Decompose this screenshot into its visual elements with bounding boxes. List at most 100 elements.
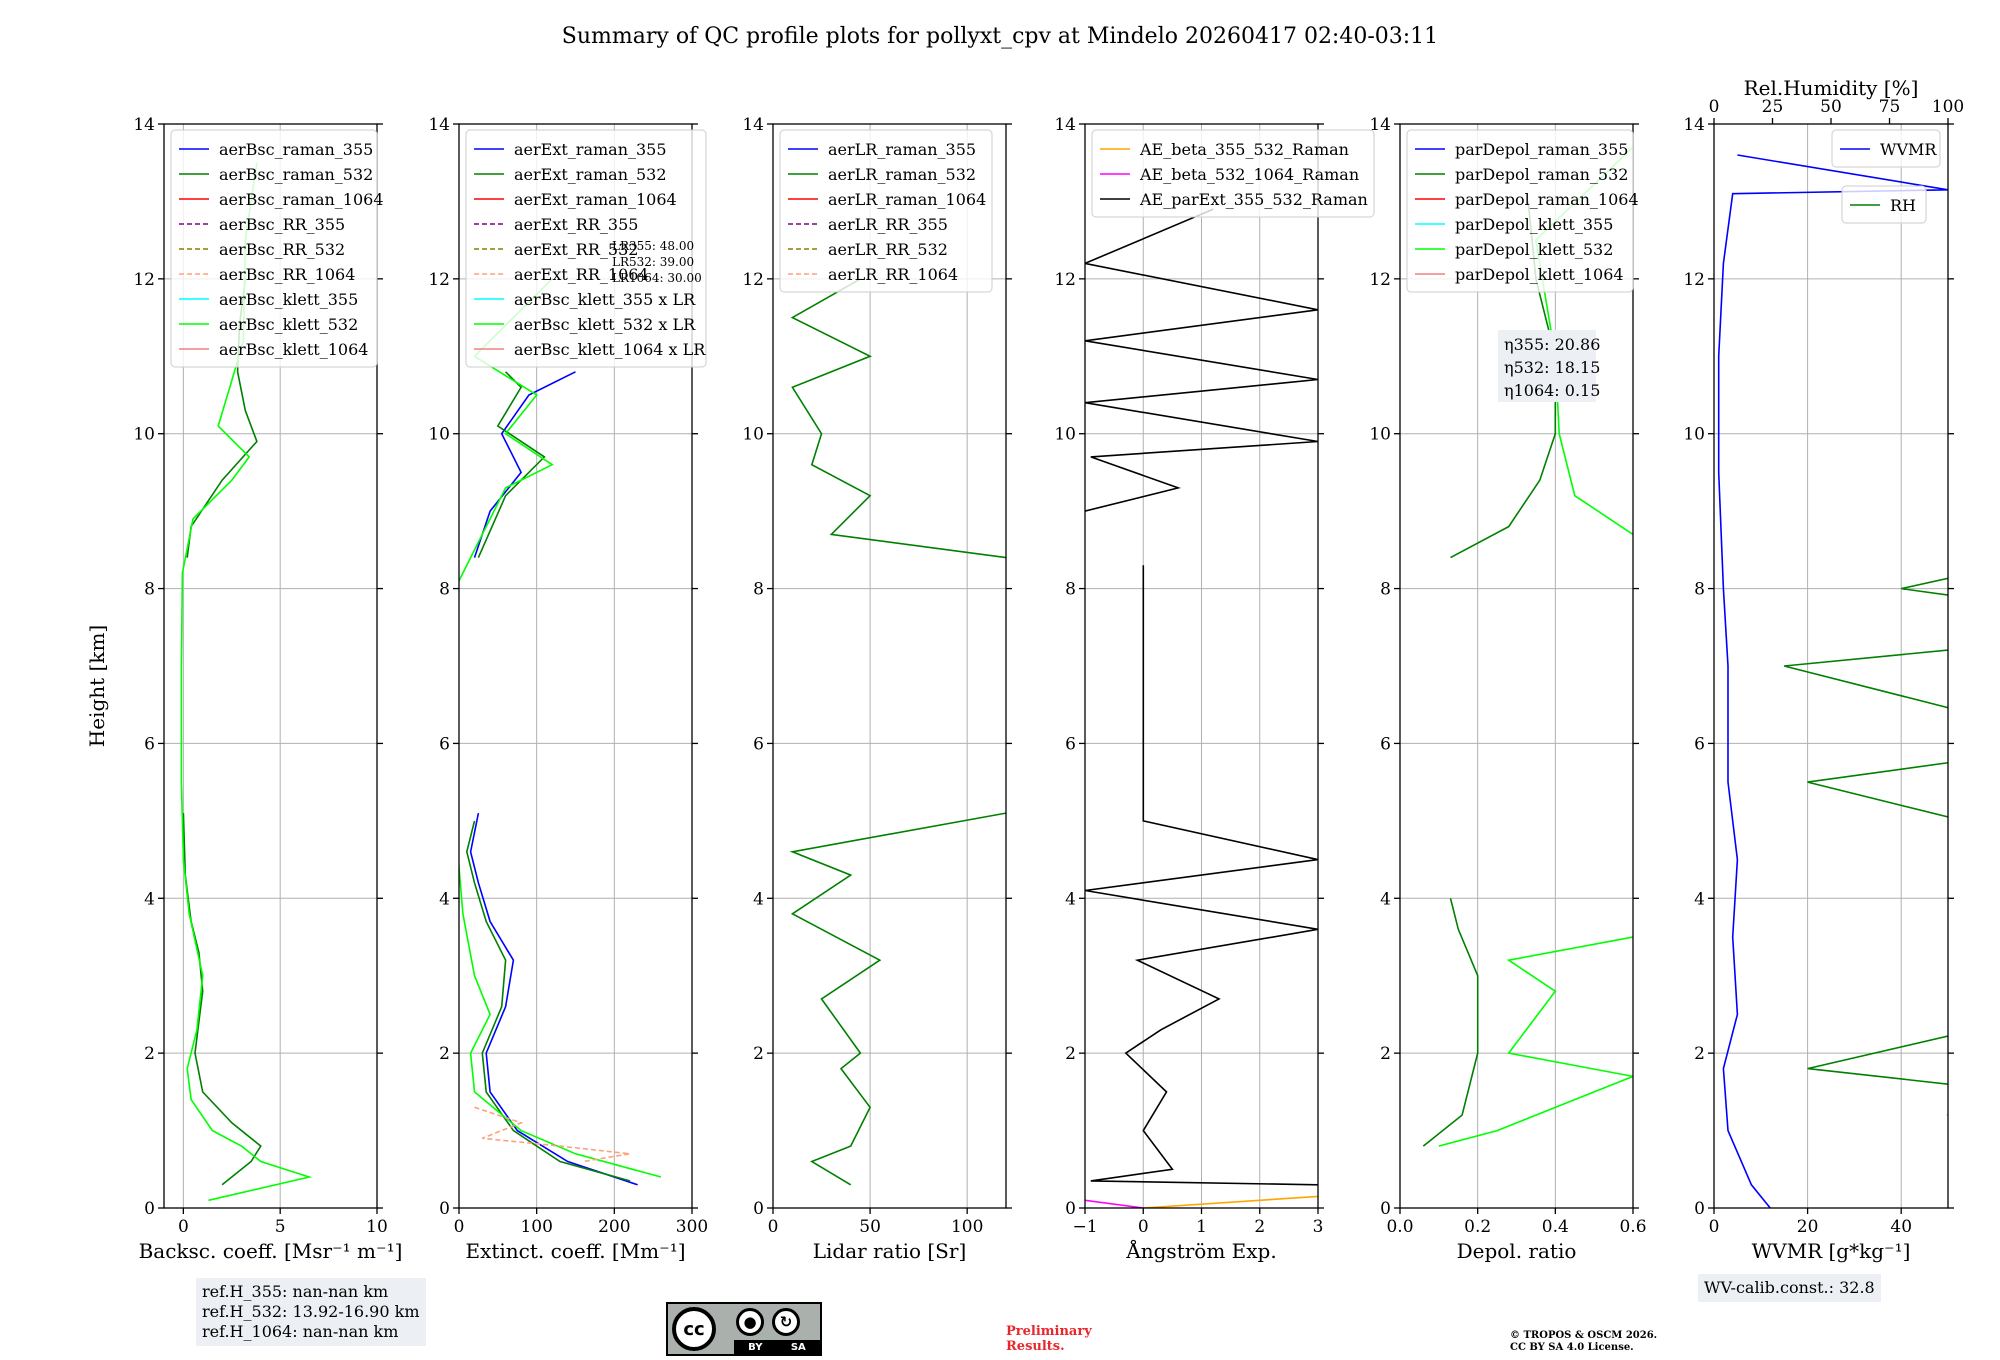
legend-label: aerLR_raman_355 xyxy=(828,140,976,159)
ref-h-355: ref.H_355: nan-nan km xyxy=(202,1282,389,1301)
preliminary-note: Preliminary Results. xyxy=(1006,1324,1092,1354)
y-tick-label: 12 xyxy=(1054,270,1076,290)
y-tick-label: 6 xyxy=(753,734,764,754)
series-aerExt_RR_1064 xyxy=(474,1106,631,1163)
y-tick-label: 4 xyxy=(1694,889,1705,909)
series-AE_parExt_upper xyxy=(1085,208,1318,512)
y-tick-label: 2 xyxy=(144,1044,155,1064)
series-group xyxy=(1422,146,1633,1147)
legend-label: parDepol_klett_1064 xyxy=(1455,265,1624,284)
legend-label: aerLR_RR_1064 xyxy=(828,265,958,284)
figure-title: Summary of QC profile plots for pollyxt_… xyxy=(562,24,1438,49)
top-tick-label: 25 xyxy=(1762,97,1784,117)
y-tick-label: 4 xyxy=(1065,889,1076,909)
series-aerExt_raman_532 xyxy=(465,820,631,1182)
x-tick-label: 50 xyxy=(859,1217,881,1237)
y-tick-label: 8 xyxy=(1065,580,1076,600)
copyright-line-2: CC BY SA 4.0 License. xyxy=(1510,1342,1634,1353)
legend-label: aerLR_raman_1064 xyxy=(828,190,986,209)
cc-by-label: BY xyxy=(748,1341,763,1353)
series-AE_beta_355_532_Raman xyxy=(1143,1195,1318,1208)
y-tick-label: 0 xyxy=(1065,1199,1076,1219)
y-tick-label: 0 xyxy=(439,1199,450,1219)
series-aerBsc_klett_532 x LR xyxy=(459,278,662,1178)
legend: aerLR_raman_355 aerLR_raman_532 aerLR_rama… xyxy=(779,129,993,293)
y-tick-label: 0 xyxy=(1380,1199,1391,1219)
legend-label: aerBsc_klett_355 xyxy=(219,290,358,309)
y-tick-label: 10 xyxy=(133,425,155,445)
y-tick-label: 2 xyxy=(1065,1044,1076,1064)
copyright-line-1: © TROPOS & OSCM 2026. xyxy=(1510,1330,1658,1341)
legend-label: parDepol_raman_1064 xyxy=(1455,190,1639,209)
y-tick-label: 6 xyxy=(1065,734,1076,754)
top-axis-label: Rel.Humidity [%] xyxy=(1744,76,1919,100)
x-tick-label: 10 xyxy=(366,1217,388,1237)
y-tick-label: 14 xyxy=(1369,115,1391,135)
series-parDepol_raman_532 xyxy=(1422,898,1479,1147)
legend-label: parDepol_raman_355 xyxy=(1455,140,1628,159)
y-tick-label: 4 xyxy=(1380,889,1391,909)
legend-frame xyxy=(1406,129,1634,293)
person-icon: ● xyxy=(736,1308,764,1336)
ref-h-1064: ref.H_1064: nan-nan km xyxy=(202,1322,399,1341)
series-parDepol_klett_532 xyxy=(1438,936,1633,1147)
x-tick-label: 1 xyxy=(1196,1217,1207,1237)
legend-label: aerBsc_klett_355 x LR xyxy=(514,290,696,309)
y-tick-label: 8 xyxy=(144,580,155,600)
legend-label: AE_beta_532_1064_Raman xyxy=(1139,165,1359,184)
lr-note: LR1064: 30.00 xyxy=(612,271,702,285)
y-tick-label: 14 xyxy=(133,115,155,135)
legend-label: aerExt_raman_532 xyxy=(514,165,667,184)
panel-grid xyxy=(1713,123,1948,1209)
legend-label: aerBsc_RR_355 xyxy=(219,215,345,234)
top-tick-label: 50 xyxy=(1820,97,1842,117)
x-tick-label: 0.6 xyxy=(1619,1217,1646,1237)
panel-depol: 0 2 4 6 8 10 12 14 0.0 0.2 0.4 0.6 Depol. ratio parDe… xyxy=(1369,115,1646,1263)
legend-label: aerExt_raman_355 xyxy=(514,140,667,159)
x-tick-label: 0 xyxy=(1709,1217,1720,1237)
panel-frame xyxy=(458,123,693,1209)
x-tick-label: 0 xyxy=(1138,1217,1149,1237)
series-group xyxy=(789,278,1006,1186)
y-tick-label: 2 xyxy=(753,1044,764,1064)
preliminary-line-1: Preliminary xyxy=(1006,1324,1092,1339)
y-tick-label: 6 xyxy=(1694,734,1705,754)
legend-label: aerBsc_raman_532 xyxy=(219,165,373,184)
x-tick-label: 200 xyxy=(598,1217,630,1237)
panel-frame xyxy=(1399,123,1634,1209)
series-WVMR xyxy=(1717,154,1948,1208)
y-tick-label: 4 xyxy=(439,889,450,909)
y-tick-label: 14 xyxy=(742,115,764,135)
legend-label: aerExt_raman_1064 xyxy=(514,190,677,209)
y-tick-label: 12 xyxy=(742,270,764,290)
x-axis-label: WVMR [g*kg⁻¹] xyxy=(1752,1239,1911,1263)
legend: aerExt_raman_355 aerExt_raman_532 aerExt_r… xyxy=(465,129,707,368)
legend-label: aerExt_RR_355 xyxy=(514,215,638,234)
cc-sa-label: SA xyxy=(790,1341,806,1353)
series-RH xyxy=(1784,577,1948,1117)
x-tick-label: 2 xyxy=(1254,1217,1265,1237)
x-tick-label: 40 xyxy=(1890,1217,1912,1237)
series-aerExt_raman_355 xyxy=(469,812,638,1186)
y-tick-label: 12 xyxy=(428,270,450,290)
y-tick-label: 4 xyxy=(144,889,155,909)
panel-frame xyxy=(772,123,1007,1209)
legend-label: aerLR_raman_532 xyxy=(828,165,976,184)
legend-label: parDepol_klett_355 xyxy=(1455,215,1613,234)
y-tick-label: 10 xyxy=(742,425,764,445)
y-tick-label: 2 xyxy=(439,1044,450,1064)
x-tick-label: 3 xyxy=(1313,1217,1324,1237)
x-tick-label: −1 xyxy=(1072,1217,1097,1237)
legend-label: aerExt_RR_532 xyxy=(514,240,638,259)
y-tick-label: 10 xyxy=(1054,425,1076,445)
legend-label: aerBsc_RR_532 xyxy=(219,240,345,259)
legend-frame xyxy=(465,129,707,368)
legend-label: parDepol_raman_532 xyxy=(1455,165,1628,184)
series-aerBsc_raman_532 xyxy=(182,813,262,1186)
cc-license-badge[interactable]: cc ● ↻ BY SA xyxy=(666,1302,822,1356)
legend-frame xyxy=(170,129,378,368)
y-tick-label: 10 xyxy=(1369,425,1391,445)
series-aerExt_raman_355_upper xyxy=(473,371,576,558)
